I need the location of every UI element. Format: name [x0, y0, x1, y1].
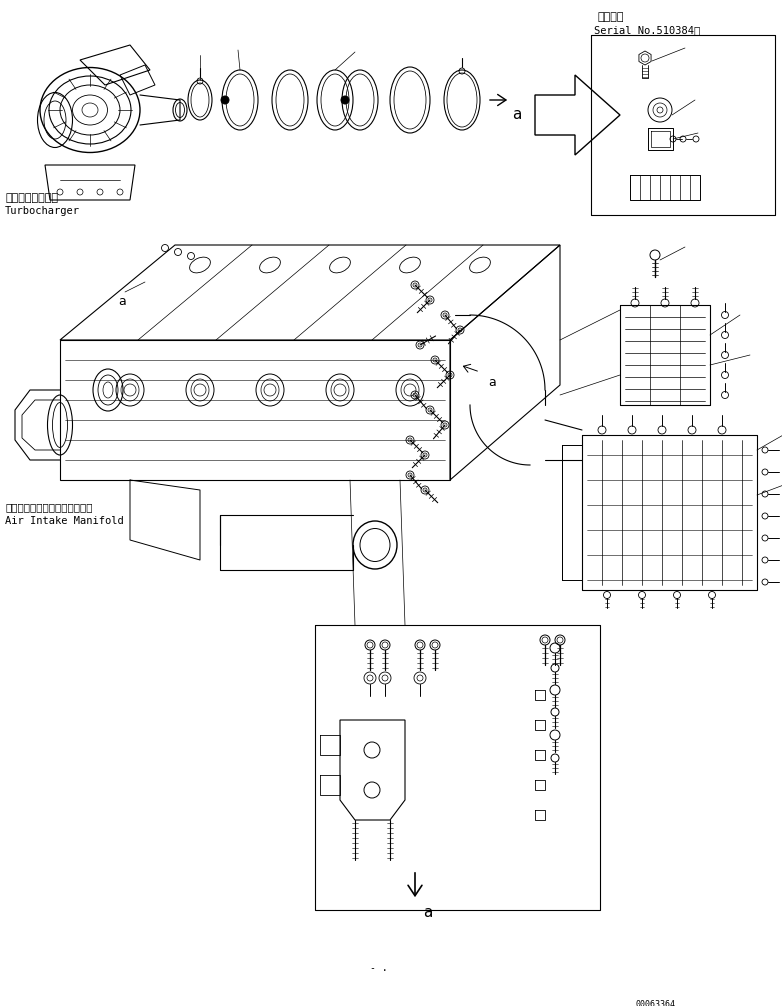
Circle shape — [221, 96, 229, 104]
Text: Air Intake Manifold: Air Intake Manifold — [5, 516, 124, 526]
Text: a: a — [512, 107, 522, 122]
Text: Serial No.510384～: Serial No.510384～ — [594, 25, 700, 35]
Text: 00063364: 00063364 — [635, 1000, 675, 1006]
Text: a: a — [118, 295, 126, 308]
Text: a: a — [423, 905, 432, 920]
Text: - .: - . — [370, 963, 388, 973]
Text: エアーインテークマニホールド: エアーインテークマニホールド — [5, 502, 92, 512]
Text: Turbocharger: Turbocharger — [5, 206, 80, 216]
Text: a: a — [488, 376, 496, 389]
Text: 適用号機: 適用号機 — [598, 12, 625, 22]
Text: ターボチャージャ: ターボチャージャ — [5, 193, 58, 203]
Circle shape — [341, 96, 349, 104]
